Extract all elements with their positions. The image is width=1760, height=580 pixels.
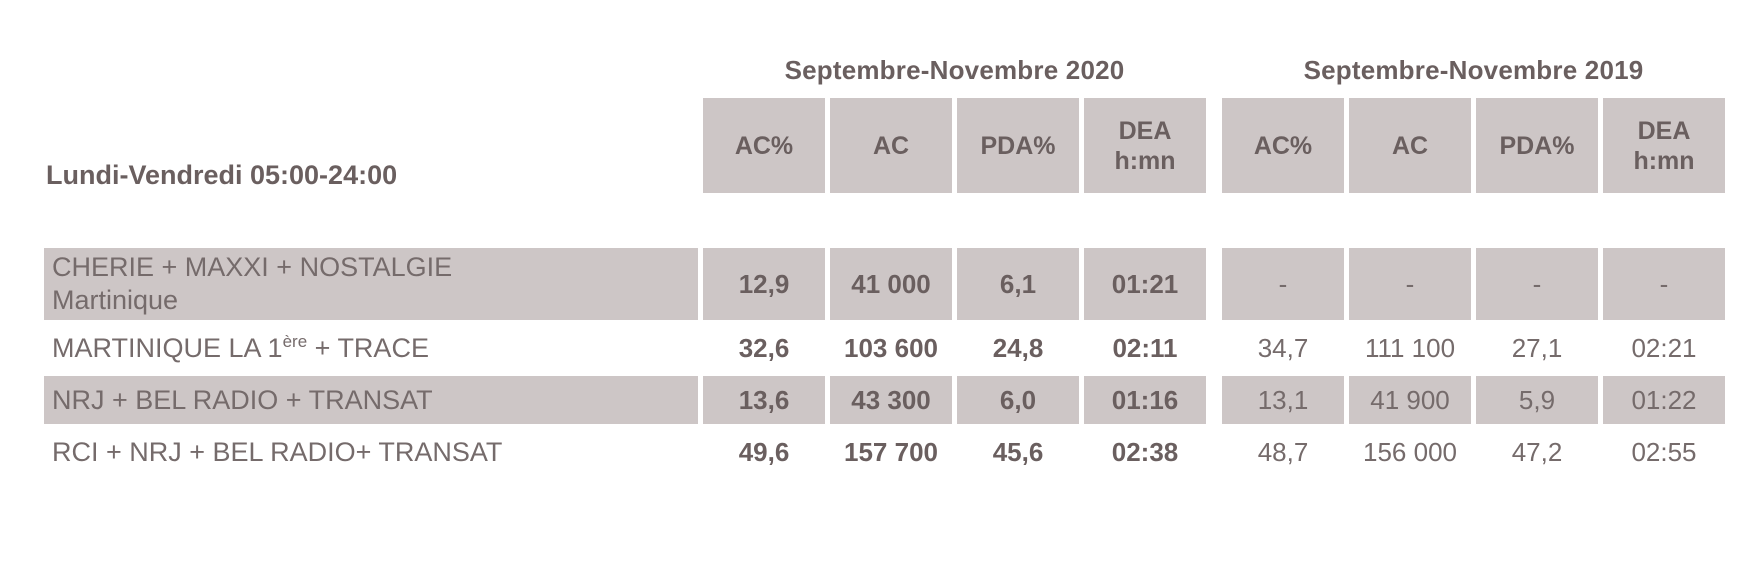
station-name-text: CHERIE + MAXXI + NOSTALGIE bbox=[52, 252, 453, 282]
cell-2020-acpct: 49,6 bbox=[738, 436, 790, 467]
station-name: NRJ + BEL RADIO + TRANSAT bbox=[52, 384, 433, 417]
header-label: DEA bbox=[1637, 116, 1691, 145]
cell-2019-ac: 156 000 bbox=[1363, 436, 1457, 467]
header-label: AC bbox=[872, 131, 910, 160]
header-label-line2: h:mn bbox=[1633, 146, 1695, 175]
cell-2019-ac: 111 100 bbox=[1364, 332, 1456, 363]
cell-2019-ac: - bbox=[1349, 248, 1471, 320]
cell-2019-acpct: 48,7 bbox=[1257, 436, 1309, 467]
header-label: AC% bbox=[734, 131, 794, 160]
cell-2019-pdapct: 5,9 bbox=[1476, 376, 1598, 424]
cell-2020-pdapct: 6,0 bbox=[957, 376, 1079, 424]
cell-2019-pdapct: 27,1 bbox=[1511, 332, 1563, 363]
group-title-2020: Septembre-Novembre 2020 bbox=[784, 55, 1125, 85]
header-2019-acpct: AC% bbox=[1222, 98, 1344, 193]
cell-2020-ac: 41 000 bbox=[830, 248, 952, 320]
audience-table: Septembre-Novembre 2020 Septembre-Novemb… bbox=[44, 50, 1725, 480]
group-gap bbox=[1211, 376, 1217, 424]
table-body: CHERIE + MAXXI + NOSTALGIE Martinique 12… bbox=[44, 248, 1725, 480]
cell-2020-dea: 01:21 bbox=[1084, 248, 1206, 320]
cell-2020-ac: 103 600 bbox=[844, 332, 938, 363]
cell-2019-pdapct: 47,2 bbox=[1511, 436, 1563, 467]
station-name: RCI + NRJ + BEL RADIO+ TRANSAT bbox=[52, 436, 502, 469]
station-name-sup: ère bbox=[282, 331, 308, 351]
cell-2019-acpct: 34,7 bbox=[1257, 332, 1309, 363]
table-row: NRJ + BEL RADIO + TRANSAT 13,6 43 300 6,… bbox=[44, 376, 1725, 424]
header-2019-ac: AC bbox=[1349, 98, 1471, 193]
station-name-line2: Martinique bbox=[52, 285, 179, 315]
header-2020-acpct: AC% bbox=[703, 98, 825, 193]
header-label: PDA% bbox=[1499, 131, 1575, 160]
station-name-text: RCI + NRJ + BEL RADIO+ TRANSAT bbox=[52, 436, 503, 467]
cell-2020-acpct: 32,6 bbox=[738, 332, 790, 363]
cell-2020-acpct: 12,9 bbox=[703, 248, 825, 320]
station-name-text: NRJ + BEL RADIO + TRANSAT bbox=[52, 384, 433, 415]
header-2019-pdapct: PDA% bbox=[1476, 98, 1598, 193]
cell-2020-pdapct: 6,1 bbox=[957, 248, 1079, 320]
station-name-text: + TRACE bbox=[307, 332, 429, 363]
header-label: AC bbox=[1391, 131, 1429, 160]
cell-2020-dea: 02:11 bbox=[1112, 332, 1178, 363]
station-name-text: MARTINIQUE LA 1 bbox=[52, 332, 283, 363]
header-2020-dea: DEA h:mn bbox=[1084, 98, 1206, 193]
column-header-row: Lundi-Vendredi 05:00-24:00 AC% AC PDA% D… bbox=[44, 98, 1725, 193]
cell-2019-acpct: - bbox=[1222, 248, 1344, 320]
cell-2019-dea: 02:21 bbox=[1631, 332, 1697, 363]
period-title: Lundi-Vendredi 05:00-24:00 bbox=[46, 160, 398, 190]
group-gap bbox=[1211, 98, 1217, 193]
table-row: MARTINIQUE LA 1ère + TRACE 32,6 103 600 … bbox=[44, 320, 1725, 376]
cell-2020-ac: 157 700 bbox=[844, 436, 938, 467]
header-2019-dea: DEA h:mn bbox=[1603, 98, 1725, 193]
cell-2019-acpct: 13,1 bbox=[1222, 376, 1344, 424]
group-title-empty bbox=[44, 50, 698, 86]
cell-2020-ac: 43 300 bbox=[830, 376, 952, 424]
cell-2019-dea: - bbox=[1603, 248, 1725, 320]
group-gap bbox=[1211, 248, 1217, 320]
cell-2020-dea: 01:16 bbox=[1084, 376, 1206, 424]
header-2020-ac: AC bbox=[830, 98, 952, 193]
group-title-2019: Septembre-Novembre 2019 bbox=[1303, 55, 1644, 85]
station-name-cell: CHERIE + MAXXI + NOSTALGIE Martinique bbox=[44, 248, 698, 320]
group-gap bbox=[1211, 424, 1217, 480]
header-label: PDA% bbox=[980, 131, 1056, 160]
station-name: CHERIE + MAXXI + NOSTALGIE Martinique bbox=[52, 251, 452, 317]
cell-2019-dea: 01:22 bbox=[1603, 376, 1725, 424]
station-name-cell: NRJ + BEL RADIO + TRANSAT bbox=[44, 376, 698, 424]
header-label-line2: h:mn bbox=[1114, 146, 1176, 175]
cell-2019-pdapct: - bbox=[1476, 248, 1598, 320]
table-row: CHERIE + MAXXI + NOSTALGIE Martinique 12… bbox=[44, 248, 1725, 320]
group-titles-row: Septembre-Novembre 2020 Septembre-Novemb… bbox=[44, 50, 1725, 86]
cell-2020-pdapct: 24,8 bbox=[992, 332, 1044, 363]
cell-2020-acpct: 13,6 bbox=[703, 376, 825, 424]
header-2020-pdapct: PDA% bbox=[957, 98, 1079, 193]
cell-2020-pdapct: 45,6 bbox=[992, 436, 1044, 467]
station-name-cell: MARTINIQUE LA 1ère + TRACE bbox=[44, 320, 698, 376]
table-row: RCI + NRJ + BEL RADIO+ TRANSAT 49,6 157 … bbox=[44, 424, 1725, 480]
group-gap bbox=[1211, 320, 1217, 376]
cell-2020-dea: 02:38 bbox=[1111, 436, 1179, 467]
header-label: AC% bbox=[1253, 131, 1313, 160]
cell-2019-dea: 02:55 bbox=[1631, 436, 1697, 467]
station-name-cell: RCI + NRJ + BEL RADIO+ TRANSAT bbox=[44, 424, 698, 480]
station-name: MARTINIQUE LA 1ère + TRACE bbox=[52, 332, 429, 365]
cell-2019-ac: 41 900 bbox=[1349, 376, 1471, 424]
header-label: DEA bbox=[1118, 116, 1172, 145]
